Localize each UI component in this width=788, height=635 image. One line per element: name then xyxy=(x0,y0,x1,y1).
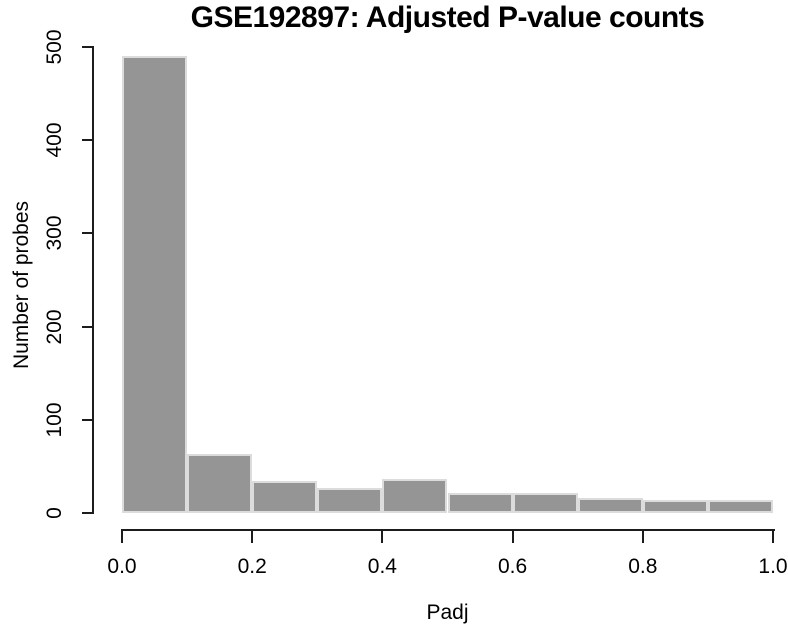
x-tick-mark xyxy=(772,529,774,543)
x-tick-mark xyxy=(251,529,254,543)
histogram-bar xyxy=(122,56,188,513)
y-tick-label: 0 xyxy=(43,507,66,519)
x-tick-mark xyxy=(641,529,644,543)
y-tick-mark xyxy=(82,46,94,48)
x-tick-label: 1.0 xyxy=(758,555,788,578)
plot-area xyxy=(122,47,773,513)
x-tick-label: 0.8 xyxy=(628,555,658,578)
y-tick-mark xyxy=(82,139,94,142)
x-tick-label: 0.0 xyxy=(107,555,137,578)
y-tick-label: 500 xyxy=(43,29,66,65)
x-tick-label: 0.6 xyxy=(497,555,528,578)
y-axis-label: Number of probes xyxy=(10,200,33,370)
x-tick-label: 0.2 xyxy=(237,555,267,578)
histogram-bar xyxy=(382,479,448,513)
y-tick-mark xyxy=(82,418,94,421)
histogram-bar xyxy=(577,498,643,513)
x-tick-label: 0.4 xyxy=(367,555,397,578)
y-tick-mark xyxy=(82,232,94,235)
x-axis-label: Padj xyxy=(426,601,469,624)
chart-title: GSE192897: Adjusted P-value counts xyxy=(190,1,705,34)
y-axis-line xyxy=(92,46,94,514)
y-tick-label: 100 xyxy=(43,402,66,438)
histogram-bar xyxy=(317,487,383,513)
y-tick-label: 300 xyxy=(43,215,66,251)
x-axis-line xyxy=(121,529,775,531)
histogram-bar xyxy=(252,481,318,513)
x-tick-mark xyxy=(121,529,123,543)
y-tick-label: 200 xyxy=(43,309,66,345)
histogram-bar xyxy=(187,454,253,513)
histogram-bar xyxy=(512,493,578,513)
histogram-bar xyxy=(447,492,513,513)
y-tick-mark xyxy=(82,325,94,328)
histogram-bar xyxy=(707,499,773,513)
x-tick-mark xyxy=(511,529,514,543)
y-tick-label: 400 xyxy=(43,122,66,158)
histogram-bar xyxy=(642,499,708,513)
x-tick-mark xyxy=(381,529,384,543)
y-tick-mark xyxy=(82,512,94,514)
